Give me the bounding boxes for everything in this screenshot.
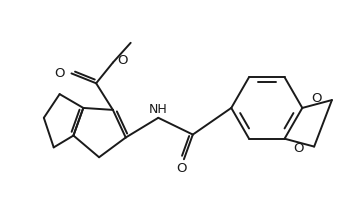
Text: O: O xyxy=(177,162,187,175)
Text: O: O xyxy=(117,54,127,67)
Text: O: O xyxy=(293,142,304,155)
Text: O: O xyxy=(311,92,321,105)
Text: NH: NH xyxy=(149,103,168,116)
Text: O: O xyxy=(54,67,64,80)
